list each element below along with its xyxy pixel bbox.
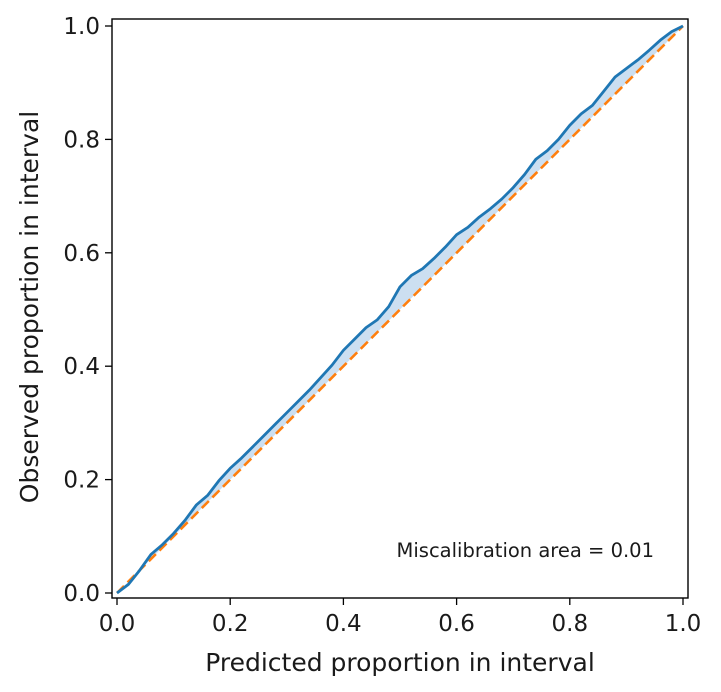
x-tick-label: 1.0 bbox=[665, 611, 702, 637]
plot-area bbox=[116, 24, 684, 595]
y-axis-label: Observed proportion in interval bbox=[15, 111, 44, 503]
ideal-calibration-line bbox=[116, 25, 684, 594]
y-tick-label: 0.6 bbox=[63, 241, 100, 267]
x-tick-label: 0.4 bbox=[325, 611, 362, 637]
y-tick-label: 0.4 bbox=[63, 354, 100, 380]
observed-calibration-line bbox=[116, 24, 684, 595]
y-tick-label: 0.2 bbox=[63, 468, 100, 494]
x-tick-label: 0.6 bbox=[438, 611, 475, 637]
miscalibration-annotation: Miscalibration area = 0.01 bbox=[397, 539, 654, 562]
y-tick-label: 1.0 bbox=[63, 14, 100, 40]
x-tick-label: 0.8 bbox=[552, 611, 589, 637]
y-tick-label: 0.8 bbox=[63, 127, 100, 153]
x-axis-label: Predicted proportion in interval bbox=[205, 648, 595, 677]
x-tick-label: 0.0 bbox=[99, 611, 136, 637]
y-tick-label: 0.0 bbox=[63, 581, 100, 607]
axes: 0.0 0.2 0.4 0.6 0.8 1.0 0.0 0.2 0.4 0.6 0.8 1.0 bbox=[63, 14, 701, 637]
x-tick-label: 0.2 bbox=[212, 611, 249, 637]
axes-frame bbox=[111, 18, 689, 599]
